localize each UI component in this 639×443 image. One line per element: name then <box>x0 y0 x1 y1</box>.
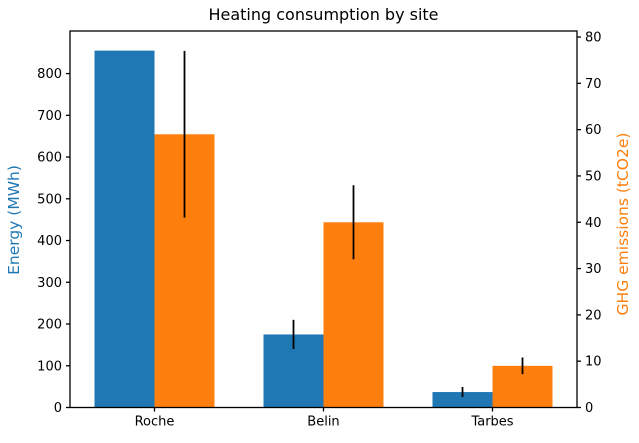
right-tick-label: 60 <box>585 123 602 138</box>
right-tick-label: 50 <box>585 169 602 184</box>
right-tick-label: 30 <box>585 262 602 277</box>
right-tick-label: 0 <box>585 401 593 416</box>
left-tick-label: 600 <box>37 151 62 166</box>
chart-title: Heating consumption by site <box>208 5 439 24</box>
bar-energy-mwh-roche <box>94 50 155 408</box>
left-tick-label: 0 <box>54 401 62 416</box>
right-tick-label: 40 <box>585 216 602 231</box>
right-tick-label: 70 <box>585 77 602 92</box>
x-category-label-roche: Roche <box>135 415 175 430</box>
left-tick-label: 400 <box>37 234 62 249</box>
left-tick-label: 200 <box>37 318 62 333</box>
x-category-label-belin: Belin <box>307 415 339 430</box>
right-tick-label: 20 <box>585 308 602 323</box>
x-category-label-tarbes: Tarbes <box>470 415 513 430</box>
right-tick-label: 80 <box>585 31 602 46</box>
left-tick-label: 300 <box>37 276 62 291</box>
left-tick-label: 500 <box>37 192 62 207</box>
left-tick-label: 100 <box>37 359 62 374</box>
left-tick-label: 800 <box>37 67 62 82</box>
bar-energy-mwh-tarbes <box>432 392 493 408</box>
right-tick-label: 10 <box>585 355 602 370</box>
left-tick-label: 700 <box>37 109 62 124</box>
